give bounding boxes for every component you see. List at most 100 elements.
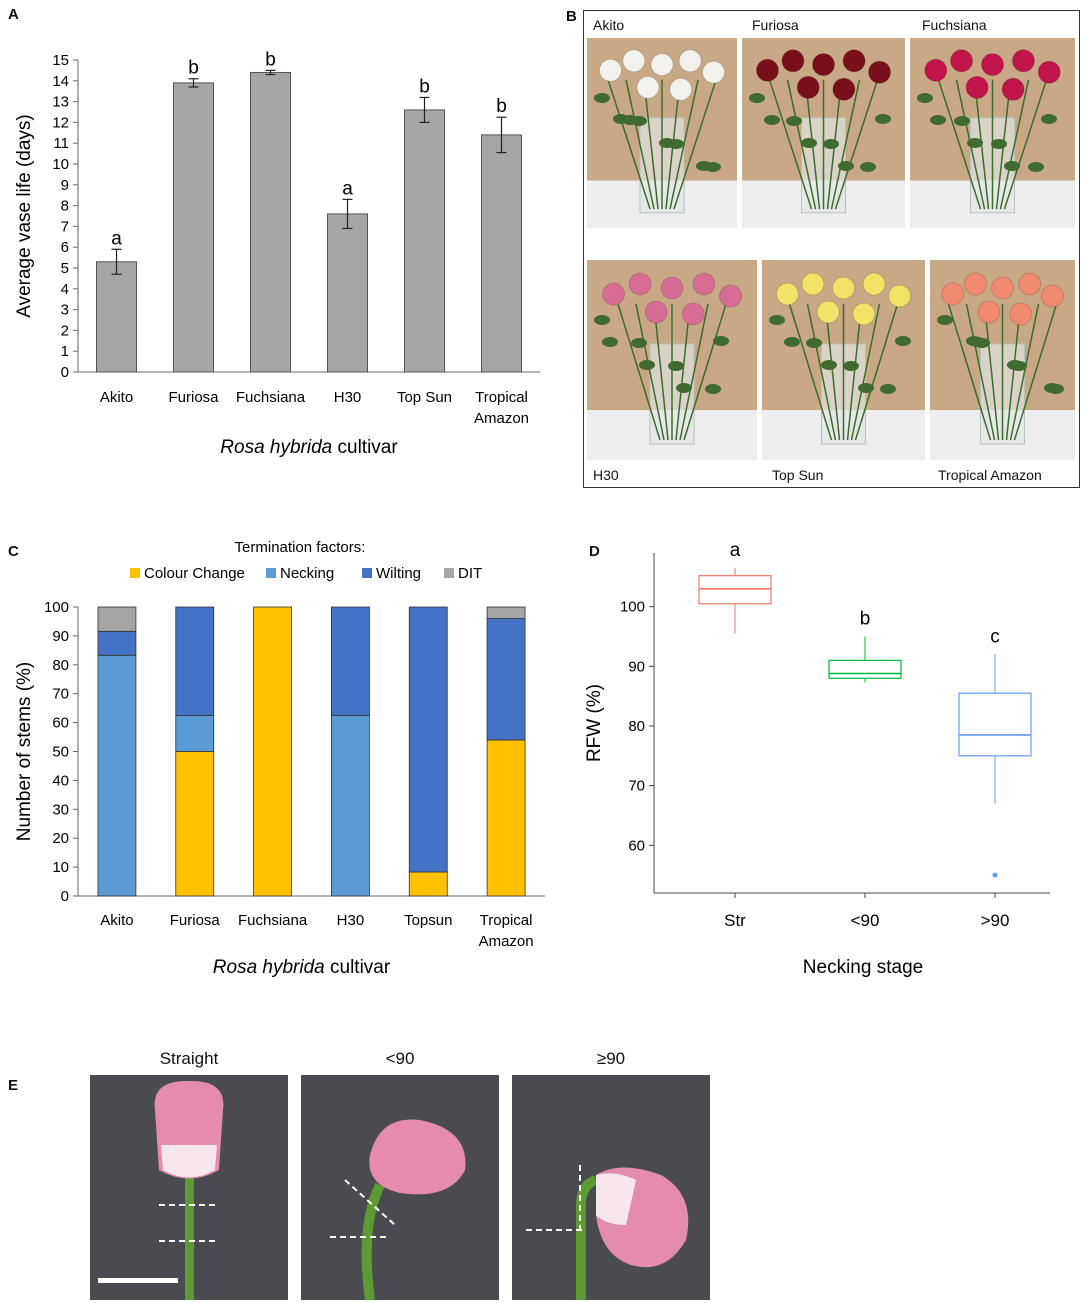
stem	[788, 303, 833, 441]
y-tick-label: 80	[52, 657, 69, 674]
y-tick-label: 50	[52, 744, 69, 761]
panel-label-d: D	[589, 543, 600, 560]
rose-photo-greater-equal-90	[512, 1075, 710, 1300]
leaf	[1004, 161, 1020, 171]
leaf	[858, 383, 874, 393]
outlier-point	[992, 872, 998, 878]
rose-bloom	[1037, 60, 1061, 84]
vase-photo-top-sun	[762, 260, 925, 460]
photo-label-straight: Straight	[159, 1049, 219, 1068]
bar-akito	[96, 261, 137, 373]
leaf	[786, 116, 802, 126]
x-tick-label: Tropical	[480, 912, 533, 929]
leaf	[821, 360, 837, 370]
photo-label-fuchsiana: Fuchsiana	[922, 17, 987, 33]
rose-bloom	[678, 49, 702, 73]
y-tick-label: 70	[628, 778, 645, 795]
x-tick-label: Akito	[100, 912, 133, 929]
leaf	[843, 361, 859, 371]
rose-bloom	[852, 302, 876, 326]
y-tick-label: 40	[52, 772, 69, 789]
rose-base	[596, 1173, 636, 1225]
y-tick-label: 3	[61, 302, 69, 319]
leaf	[713, 336, 729, 346]
legend-title: Termination factors:	[235, 539, 366, 556]
leaf	[930, 115, 946, 125]
significance-letter: a	[342, 178, 353, 199]
y-tick-label: 11	[53, 135, 69, 152]
bar-tropical-amazon	[481, 134, 522, 373]
x-axis-label: Rosa hybrida cultivar	[220, 437, 398, 458]
vase-photo-furiosa	[742, 38, 905, 228]
x-tick-label: Tropical	[475, 389, 528, 406]
legend-swatch-dit	[444, 568, 454, 578]
stem	[850, 303, 881, 441]
leaf	[749, 93, 765, 103]
rose-photo-less-90	[301, 1075, 499, 1300]
vase-photo-tropical-amazon	[930, 260, 1075, 460]
leaf	[594, 315, 610, 325]
stem	[965, 303, 996, 441]
rose-bloom	[622, 49, 646, 73]
leaf	[991, 139, 1007, 149]
box-90	[828, 659, 902, 679]
scale-bar	[98, 1278, 178, 1283]
x-tick-label: H30	[334, 389, 362, 406]
stem	[185, 1175, 194, 1300]
leaf	[784, 337, 800, 347]
y-tick-label: 14	[52, 73, 69, 90]
y-tick-label: 15	[52, 52, 69, 69]
leaf	[659, 138, 675, 148]
bar-segment-h30-wilting	[331, 606, 370, 716]
leaf	[1028, 162, 1044, 172]
stem	[669, 79, 699, 210]
bar-top-sun	[404, 109, 445, 373]
y-tick-label: 5	[61, 260, 69, 277]
stem	[683, 303, 727, 441]
bar-segment-tropical-amazon-colour-change	[486, 739, 526, 897]
rose-bloom	[775, 282, 799, 306]
stem	[675, 303, 691, 441]
stem	[625, 79, 655, 210]
rose-bloom	[1040, 284, 1064, 308]
x-tick-label: H30	[337, 912, 365, 929]
bar-fuchsiana	[250, 71, 291, 373]
y-tick-label: 9	[61, 177, 69, 194]
rose-bloom	[963, 272, 987, 296]
y-axis-label: RFW (%)	[584, 684, 605, 762]
stem	[576, 1175, 598, 1300]
y-tick-label: 12	[52, 114, 69, 131]
x-tick-label: <90	[851, 911, 880, 930]
leaf	[602, 337, 618, 347]
rose-bloom	[832, 77, 856, 101]
legend-label-dit: DIT	[458, 565, 482, 582]
x-tick-label: Top Sun	[397, 389, 452, 406]
leaf	[838, 161, 854, 171]
stem	[643, 79, 659, 210]
y-tick-label: 6	[61, 239, 69, 256]
leaf	[917, 93, 933, 103]
y-tick-label: 10	[52, 859, 69, 876]
leaf	[806, 338, 822, 348]
rose-bloom	[981, 53, 1004, 77]
significance-letter: c	[990, 626, 1000, 647]
rose-base	[161, 1145, 217, 1178]
rose-bloom	[692, 272, 716, 296]
leaf	[639, 360, 655, 370]
rose-bloom	[602, 282, 626, 306]
stem	[854, 303, 899, 441]
bar-segment-akito-wilting	[97, 630, 137, 656]
leaf	[801, 138, 817, 148]
stem	[830, 79, 861, 210]
rose-bloom	[636, 75, 660, 99]
chart-c-termination-factors: Termination factors: Colour Change Necking…	[14, 539, 545, 978]
x-axis-label: Necking stage	[803, 957, 923, 978]
rose-bloom	[965, 75, 989, 99]
x-tick-label: Str	[724, 911, 746, 930]
rose-bloom	[755, 58, 779, 82]
rose-bloom	[1018, 272, 1042, 296]
vase-photo-h30	[587, 260, 757, 460]
rose-bloom	[888, 284, 912, 308]
legend-swatch-wilting	[362, 568, 372, 578]
rose-bloom	[816, 300, 840, 324]
